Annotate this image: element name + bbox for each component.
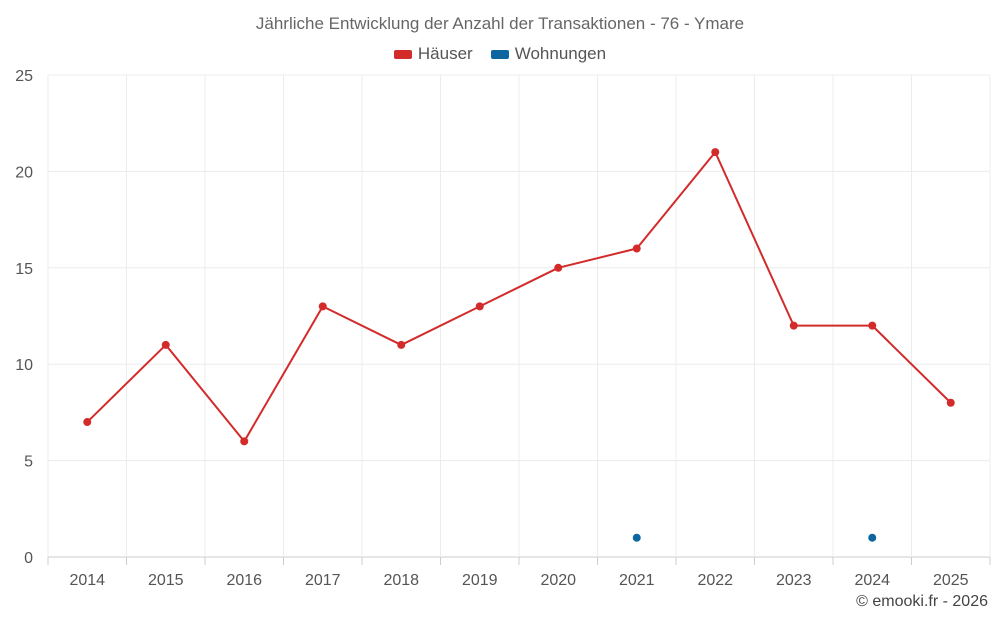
legend-label-wohnungen: Wohnungen bbox=[514, 44, 607, 63]
x-tick-label: 2021 bbox=[619, 572, 655, 589]
legend-swatch-wohnungen bbox=[490, 49, 509, 59]
x-tick-label: 2017 bbox=[305, 572, 341, 589]
y-tick-label: 15 bbox=[15, 261, 33, 278]
chart-title: Jährliche Entwicklung der Anzahl der Tra… bbox=[255, 14, 745, 33]
series-haeuser bbox=[83, 148, 955, 446]
data-point[interactable] bbox=[83, 418, 92, 427]
data-point[interactable] bbox=[475, 302, 484, 311]
series-layer bbox=[83, 148, 955, 542]
data-point[interactable] bbox=[789, 321, 798, 330]
data-point[interactable] bbox=[711, 148, 720, 157]
series-line bbox=[86, 151, 952, 443]
legend-swatch-haeuser bbox=[393, 49, 412, 59]
series-wohnungen bbox=[632, 533, 877, 542]
data-point[interactable] bbox=[946, 398, 955, 407]
copyright-credit: © emooki.fr - 2026 bbox=[856, 593, 988, 610]
x-tick-label: 2020 bbox=[540, 572, 576, 589]
data-point[interactable] bbox=[632, 244, 641, 253]
y-axis-ticks: 0 5 10 15 20 25 bbox=[15, 68, 33, 567]
y-tick-label: 0 bbox=[24, 550, 33, 567]
data-point[interactable] bbox=[397, 340, 406, 349]
data-point[interactable] bbox=[632, 533, 641, 542]
legend-label-haeuser: Häuser bbox=[417, 44, 473, 63]
y-tick-label: 20 bbox=[15, 164, 33, 181]
y-tick-label: 25 bbox=[15, 68, 33, 85]
grid-lines bbox=[47, 74, 991, 565]
legend-item-wohnungen[interactable]: Wohnungen bbox=[490, 44, 607, 64]
data-point[interactable] bbox=[868, 533, 877, 542]
x-tick-label: 2025 bbox=[933, 572, 969, 589]
y-tick-label: 5 bbox=[24, 454, 33, 471]
data-point[interactable] bbox=[554, 263, 563, 272]
data-point[interactable] bbox=[161, 340, 170, 349]
x-tick-label: 2019 bbox=[462, 572, 498, 589]
legend-item-haeuser[interactable]: Häuser bbox=[393, 44, 473, 64]
x-tick-label: 2015 bbox=[148, 572, 184, 589]
y-tick-label: 10 bbox=[15, 357, 33, 374]
x-tick-label: 2018 bbox=[383, 572, 419, 589]
x-tick-label: 2014 bbox=[69, 572, 105, 589]
data-point[interactable] bbox=[318, 302, 327, 311]
chart-legend: Häuser Wohnungen bbox=[0, 44, 1000, 64]
data-point[interactable] bbox=[240, 437, 249, 446]
x-tick-label: 2023 bbox=[776, 572, 812, 589]
data-point[interactable] bbox=[868, 321, 877, 330]
x-tick-label: 2022 bbox=[697, 572, 733, 589]
x-axis-ticks: 2014 2015 2016 2017 2018 2019 2020 2021 2022 2023… bbox=[69, 572, 968, 589]
x-tick-label: 2016 bbox=[226, 572, 262, 589]
x-tick-label: 2024 bbox=[854, 572, 890, 589]
